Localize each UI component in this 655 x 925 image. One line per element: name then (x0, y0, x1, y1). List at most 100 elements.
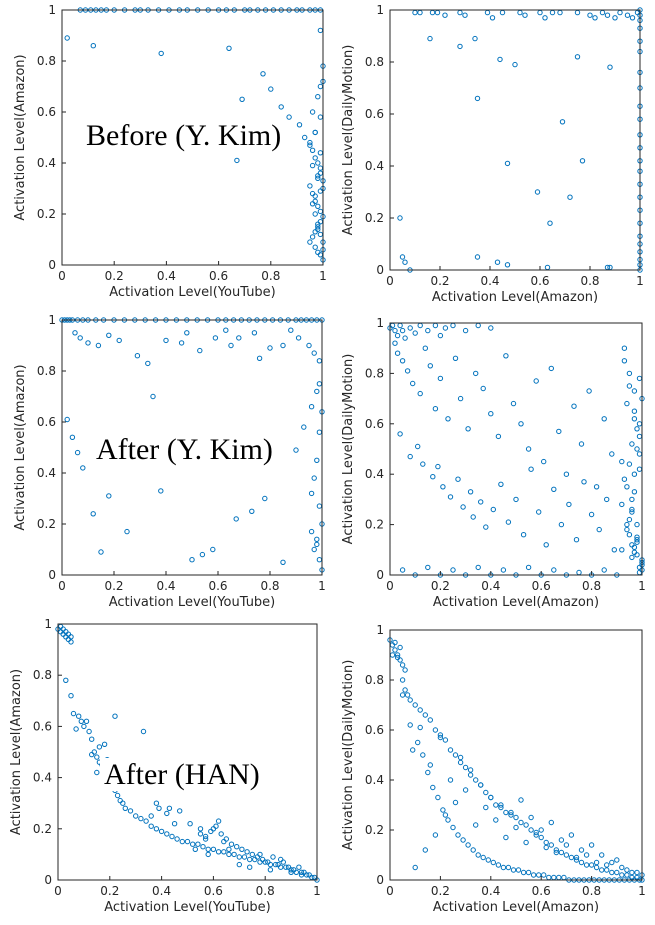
data-point (604, 867, 610, 873)
data-point (488, 411, 494, 417)
data-point (311, 350, 317, 356)
data-point (489, 15, 496, 21)
data-point (457, 759, 464, 766)
axes-frame (389, 9, 641, 271)
data-point (494, 259, 501, 265)
data-point (256, 355, 263, 361)
panel-title: After (HAN) (104, 758, 260, 791)
data-point (437, 375, 444, 382)
y-tick-label: 1 (48, 313, 56, 327)
data-point (63, 677, 69, 683)
y-tick-label: 0 (48, 258, 56, 272)
data-point (619, 872, 625, 878)
data-point (315, 249, 321, 256)
data-point (488, 325, 494, 331)
data-point (528, 466, 534, 472)
data-point (184, 838, 191, 845)
y-tick-label: 0.6 (37, 105, 56, 119)
data-point (609, 859, 615, 866)
data-point (317, 219, 324, 225)
data-point (267, 345, 273, 351)
data-point (543, 839, 549, 846)
data-point (500, 567, 507, 573)
data-point (551, 874, 557, 881)
x-tick-label: 0.6 (209, 269, 228, 283)
x-tick-label: 1 (638, 884, 646, 898)
x-axis-label: Activation Level(YouTube) (104, 900, 271, 915)
data-point (312, 129, 318, 136)
data-point (599, 9, 606, 16)
data-point (609, 451, 615, 457)
data-point (631, 408, 638, 414)
data-point (561, 874, 567, 881)
data-point (636, 466, 643, 472)
data-point (566, 501, 572, 508)
data-point (604, 862, 610, 868)
data-point (450, 567, 456, 573)
data-point (427, 363, 433, 369)
data-point (462, 764, 469, 771)
data-point (440, 484, 446, 490)
y-tick-label: 1 (48, 3, 56, 17)
data-point (158, 50, 164, 57)
data-point (122, 805, 129, 811)
data-point (314, 457, 320, 463)
data-point (465, 842, 471, 848)
data-point (397, 644, 403, 651)
data-point (314, 536, 320, 542)
data-point (394, 654, 401, 661)
data-point (195, 841, 201, 847)
data-point (190, 841, 196, 847)
data-point (553, 849, 559, 856)
data-point (86, 728, 92, 735)
data-point (317, 170, 324, 176)
data-point (604, 496, 610, 503)
data-point (525, 446, 532, 452)
data-point (543, 844, 549, 851)
y-axis-label: Activation Level(DailyMotion) (341, 45, 356, 236)
data-point (307, 183, 313, 189)
data-point (513, 814, 519, 821)
x-tick-label: 1 (636, 274, 644, 288)
data-point (533, 829, 539, 836)
data-point (432, 322, 439, 329)
data-point (127, 808, 134, 814)
data-point (505, 864, 512, 871)
data-point (296, 122, 303, 128)
data-point (89, 736, 95, 742)
data-point (611, 547, 617, 553)
data-point (626, 383, 633, 389)
data-point (415, 443, 421, 450)
scatter-panel-4: 0 0.2 0.4 0.6 0.8 1 0 0.2 0.4 0.6 0.8 1 Activation L… (341, 316, 646, 610)
data-point (179, 838, 186, 845)
data-point (233, 516, 239, 522)
data-point (548, 842, 554, 848)
data-point (437, 332, 444, 339)
data-point (533, 378, 539, 384)
data-point (412, 702, 418, 708)
data-point (583, 862, 590, 868)
data-point (480, 385, 486, 392)
data-point (609, 869, 615, 876)
data-point (462, 787, 469, 793)
data-point (315, 221, 321, 227)
data-point (91, 749, 98, 755)
data-point (226, 846, 232, 852)
data-point (392, 639, 398, 646)
data-point (472, 35, 478, 42)
data-point (588, 511, 595, 518)
axes-frame (389, 322, 643, 576)
data-point (189, 557, 195, 563)
data-point (593, 864, 600, 871)
data-point (272, 861, 279, 868)
x-axis-label: Activation Level(YouTube) (109, 595, 276, 610)
data-point (629, 441, 635, 447)
data-point (200, 844, 206, 850)
data-point (629, 509, 635, 515)
data-point (536, 509, 542, 515)
data-point (402, 259, 408, 265)
data-point (280, 559, 286, 565)
data-point (309, 162, 316, 169)
data-point (636, 433, 643, 440)
